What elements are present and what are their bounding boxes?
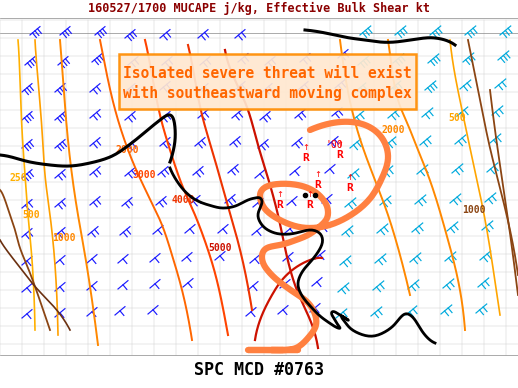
Text: ↑: ↑ xyxy=(277,190,283,199)
Text: 1000: 1000 xyxy=(462,205,485,215)
Text: ↑: ↑ xyxy=(307,190,313,199)
Text: R: R xyxy=(314,180,321,190)
Text: SPC MCD #0763: SPC MCD #0763 xyxy=(194,361,324,379)
Text: 500: 500 xyxy=(448,113,466,123)
Text: 2000: 2000 xyxy=(115,145,138,155)
Text: 3000: 3000 xyxy=(132,170,155,180)
Text: with southeastward moving complex: with southeastward moving complex xyxy=(123,85,412,101)
Text: 160527/1700 MUCAPE j/kg, Effective Bulk Shear kt: 160527/1700 MUCAPE j/kg, Effective Bulk … xyxy=(88,2,430,14)
Text: ↑: ↑ xyxy=(347,173,353,182)
Text: 250: 250 xyxy=(10,173,27,183)
FancyBboxPatch shape xyxy=(119,54,416,109)
Text: 4000: 4000 xyxy=(172,195,195,205)
Text: 1000: 1000 xyxy=(52,233,76,243)
Text: 500: 500 xyxy=(22,210,39,220)
Text: R: R xyxy=(337,150,343,160)
Text: '00: '00 xyxy=(325,140,342,150)
Text: 2000: 2000 xyxy=(382,125,406,135)
Text: R: R xyxy=(347,183,353,193)
Text: ↑: ↑ xyxy=(303,143,309,152)
Text: R: R xyxy=(277,200,283,210)
Text: R: R xyxy=(303,153,309,163)
Text: Isolated severe threat will exist: Isolated severe threat will exist xyxy=(123,66,412,81)
Text: 5000: 5000 xyxy=(208,243,232,253)
Text: R: R xyxy=(307,200,313,210)
Text: ↑: ↑ xyxy=(337,140,343,149)
Text: ↑: ↑ xyxy=(314,170,322,179)
